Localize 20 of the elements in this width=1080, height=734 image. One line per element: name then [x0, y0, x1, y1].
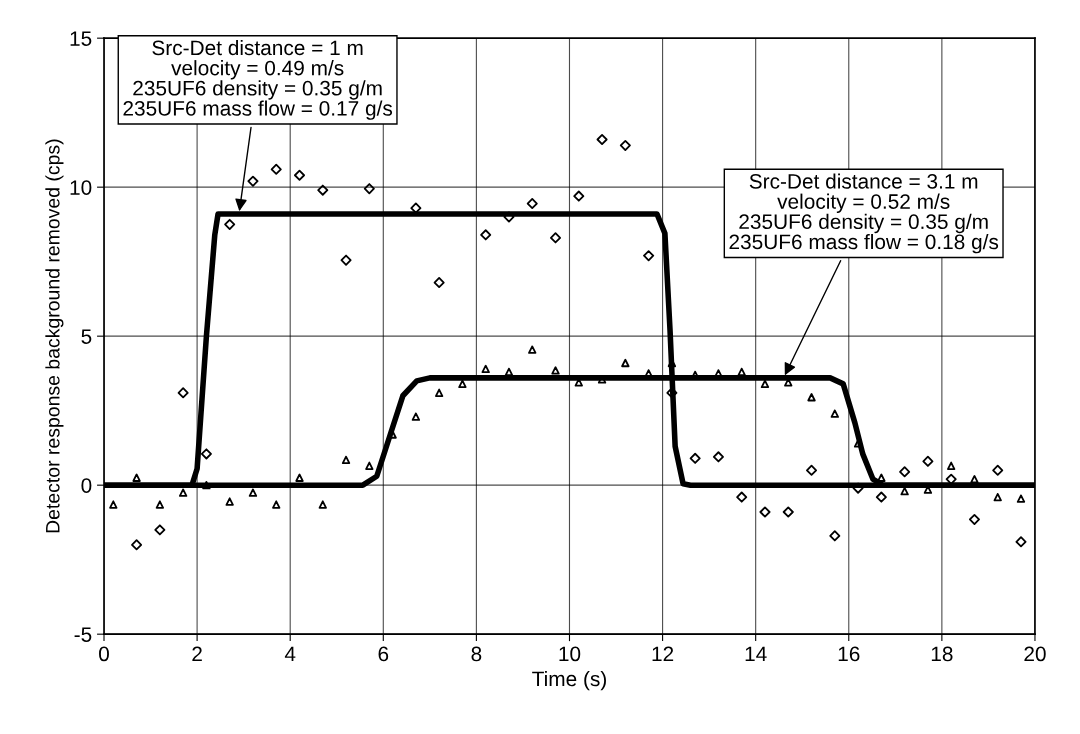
annotation: Src-Det distance = 1 m velocity = 0.49 m/s 235UF6 density = 0.35 g/m 235UF6 mass flow = 0.17 g/s	[123, 39, 393, 120]
x-tick-label: 18	[931, 646, 953, 662]
x-tick-label: 14	[745, 646, 767, 662]
y-tick-label: 10	[70, 180, 92, 195]
x-tick-label: 4	[284, 646, 296, 662]
y-tick-label: 5	[81, 329, 92, 344]
annotation: Src-Det distance = 3.1 m velocity = 0.52 m/s 235UF6 density = 0.35 g/m 235UF6 mass flow = 0.18 g/s	[729, 173, 999, 254]
y-tick-label: 15	[70, 31, 92, 46]
x-tick-label: 16	[838, 646, 860, 662]
x-tick-label: 20	[1024, 646, 1046, 662]
x-tick-label: 6	[378, 646, 389, 662]
x-tick-label: 8	[471, 646, 482, 662]
y-tick-label: -5	[74, 627, 92, 642]
y-axis-title: Detector response background removed (cps)	[45, 139, 64, 533]
x-tick-label: 12	[652, 646, 674, 662]
x-axis-title: Time (s)	[532, 670, 606, 691]
y-tick-label: 0	[81, 478, 92, 493]
x-tick-label: 10	[559, 646, 581, 662]
x-tick-label: 2	[192, 646, 202, 662]
x-tick-label: 0	[99, 646, 109, 662]
